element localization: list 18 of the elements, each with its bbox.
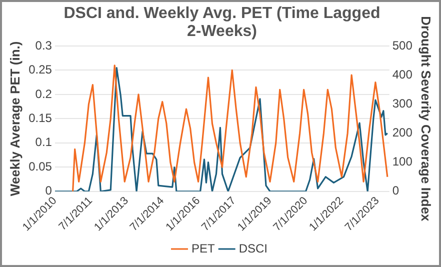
y-tick-label: 0 [45, 184, 52, 198]
y2-tick-label: 300 [392, 96, 413, 110]
y2-tick-label: 200 [392, 126, 413, 140]
y-tick-label: 0.05 [28, 159, 52, 174]
y2-tick-label: 500 [392, 38, 413, 52]
y-tick-label: 0.15 [28, 111, 52, 126]
legend-label: DSCI [238, 241, 268, 256]
y-axis-title: Weekly Average PET (in.) [7, 41, 22, 196]
y-tick-label: 0.25 [28, 62, 52, 77]
y-tick-label: 0.2 [35, 86, 52, 101]
y-tick-label: 0.3 [35, 38, 52, 52]
legend-label: PET [191, 241, 216, 256]
y2-tick-label: 100 [392, 154, 413, 169]
y2-tick-label: 0 [392, 184, 400, 198]
y2-axis-title: Drought Severity Coverage Index [418, 16, 434, 222]
chart-title: DSCI and. Weekly Avg. PET (Time Lagged 2-Weeks) [62, 5, 382, 41]
y2-tick-label: 400 [392, 67, 413, 82]
y-tick-label: 0.1 [35, 135, 52, 150]
